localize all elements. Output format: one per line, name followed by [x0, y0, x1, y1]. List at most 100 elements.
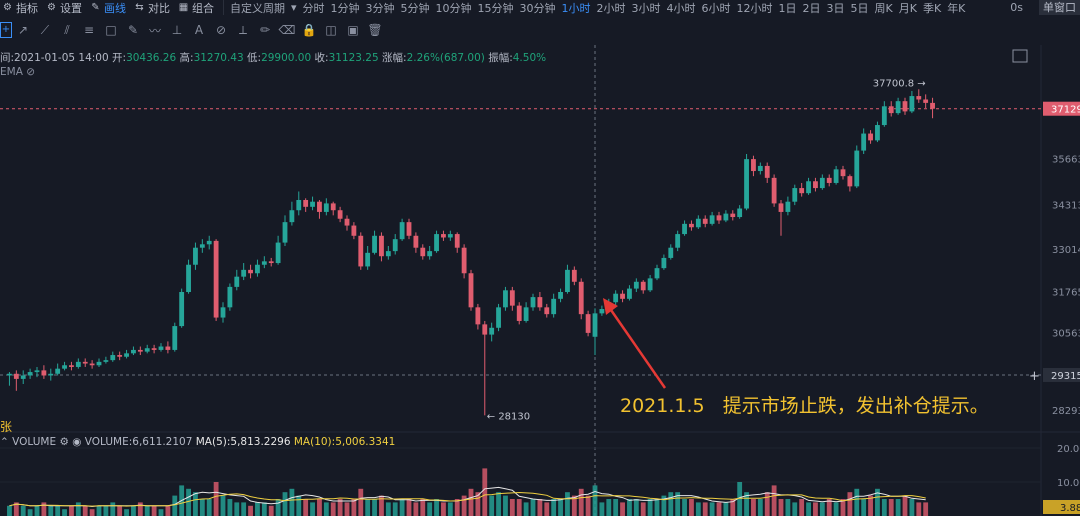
candle-body — [496, 307, 501, 328]
candle-body — [826, 177, 832, 183]
change-value: 2.26%(687.00) — [406, 52, 485, 64]
period-tab-9[interactable]: 3小时 — [631, 1, 661, 15]
period-tab-15[interactable]: 3日 — [826, 1, 845, 15]
volume-bar — [275, 499, 281, 516]
eye-off-icon[interactable]: ⊘ — [26, 66, 36, 78]
candle-body — [82, 361, 88, 364]
period-tab-20[interactable]: 年K — [947, 1, 966, 15]
period-tab-4[interactable]: 10分钟 — [435, 1, 472, 15]
period-tab-11[interactable]: 6小时 — [701, 1, 731, 15]
pencil-tool-icon[interactable]: ✏ — [259, 23, 271, 37]
toolbar-group-1[interactable]: ⚙ 设置 — [44, 0, 88, 15]
toolbar-group-3[interactable]: ⇆ 对比 — [132, 0, 176, 15]
trash-icon[interactable]: 🗑 — [367, 23, 383, 37]
compare-icon: ⇆ — [135, 2, 144, 13]
period-tab-19[interactable]: 季K — [922, 1, 942, 15]
measure-tool-icon[interactable]: ⊥ — [171, 23, 183, 37]
period-tab-1[interactable]: 1分钟 — [330, 1, 360, 15]
ray-tool-icon[interactable]: ⟋ — [40, 22, 50, 37]
volume-bar — [792, 502, 798, 516]
toolbar-group-label: 指标 — [16, 1, 38, 15]
toolbar-group-0[interactable]: ⚙ 指标 — [0, 0, 44, 15]
candle-body — [503, 290, 508, 308]
brush-tool-icon[interactable]: ✎ — [127, 23, 139, 37]
add-icon[interactable]: + — [1029, 369, 1040, 384]
fib-tool-icon[interactable]: ≡ — [83, 23, 95, 37]
eraser-tool-icon[interactable]: ⌫ — [278, 23, 296, 37]
candle-body — [881, 106, 887, 126]
toolbar-group-4[interactable]: ▦ 组合 — [176, 0, 220, 15]
candle-body — [565, 269, 570, 292]
period-tab-0[interactable]: 分时 — [302, 1, 325, 15]
layers-tool-icon[interactable]: ▣ — [347, 23, 359, 37]
refresh-timer: 0s — [1010, 1, 1023, 14]
volume-bar — [317, 499, 322, 516]
period-tab-2[interactable]: 3分钟 — [365, 1, 395, 15]
pen-icon: ✎ — [91, 2, 100, 13]
period-tab-7[interactable]: 1小时 — [561, 1, 591, 15]
annotation-text: 2021.1.5 提示市场止跌，发出补仓提示。 — [620, 393, 1000, 419]
volume-bar — [475, 492, 481, 516]
volume-bar — [172, 495, 178, 516]
volume-name: VOLUME — [12, 436, 57, 448]
volume-bar — [365, 499, 371, 516]
period-tab-18[interactable]: 月K — [898, 1, 917, 15]
period-tab-5[interactable]: 15分钟 — [477, 1, 514, 15]
candle-body — [578, 281, 584, 315]
custom-period-select[interactable]: 自定义周期 — [230, 1, 285, 15]
period-tab-16[interactable]: 5日 — [850, 1, 869, 15]
ruler-tool-icon[interactable]: ⟂ — [238, 22, 247, 37]
period-tab-3[interactable]: 5分钟 — [400, 1, 430, 15]
magnet-tool-icon[interactable]: ⊘ — [215, 23, 227, 37]
lock-tool-icon[interactable]: 🔒 — [301, 23, 317, 37]
volume-bar — [268, 505, 274, 516]
volume-bar — [461, 495, 467, 516]
current-price-badge — [1043, 101, 1080, 116]
channel-tool-icon[interactable]: ⫽ — [64, 22, 70, 37]
candle-body — [151, 348, 157, 350]
rect-tool-icon[interactable]: □ — [105, 23, 117, 37]
text-tool-icon[interactable]: A — [194, 23, 204, 37]
eye-icon[interactable]: ◉ — [72, 436, 82, 448]
candle-body — [537, 297, 543, 308]
period-tab-12[interactable]: 12小时 — [736, 1, 773, 15]
ema-legend[interactable]: EMA ⊘ — [0, 66, 35, 78]
high-label: 高: — [179, 52, 194, 64]
volume-bar — [392, 502, 398, 516]
collapse-icon[interactable]: ⌃ — [0, 436, 9, 448]
candle-body — [289, 210, 295, 223]
volume-bar — [606, 499, 612, 516]
expand-icon[interactable] — [1012, 49, 1028, 63]
candle-body — [317, 201, 322, 212]
settings-icon[interactable]: ⚙ — [59, 436, 69, 448]
window-mode-button[interactable]: 单窗口 — [1039, 0, 1080, 15]
time-label: 间: — [0, 52, 15, 64]
candle-body — [434, 234, 439, 252]
crosshair-tool-icon[interactable]: + — [0, 22, 12, 38]
volume-bar — [757, 499, 763, 516]
volume-bar — [96, 505, 102, 516]
wave-tool-icon[interactable]: 〰 — [148, 23, 161, 38]
line-tool-icon[interactable]: ↗ — [17, 23, 29, 37]
volume-bar — [847, 492, 853, 516]
period-tab-8[interactable]: 2小时 — [596, 1, 626, 15]
volume-bar — [633, 499, 639, 516]
chevron-down-icon[interactable]: ▾ — [291, 1, 297, 14]
visibility-tool-icon[interactable]: ◫ — [325, 23, 337, 37]
volume-bar — [282, 492, 288, 516]
period-tab-14[interactable]: 2日 — [802, 1, 821, 15]
period-tab-17[interactable]: 周K — [874, 1, 893, 15]
period-tab-13[interactable]: 1日 — [778, 1, 797, 15]
candle-body — [310, 201, 315, 207]
ma10-value: 5,006.3341 — [335, 436, 396, 448]
candle-body — [255, 264, 260, 274]
volume-bar — [558, 499, 563, 516]
period-tab-10[interactable]: 4小时 — [666, 1, 696, 15]
low-label: 低: — [247, 52, 262, 64]
candle-body — [875, 125, 880, 141]
candle-body — [158, 346, 164, 350]
toolbar-group-2[interactable]: ✎ 画线 — [88, 0, 132, 15]
period-tab-6[interactable]: 30分钟 — [519, 1, 556, 15]
